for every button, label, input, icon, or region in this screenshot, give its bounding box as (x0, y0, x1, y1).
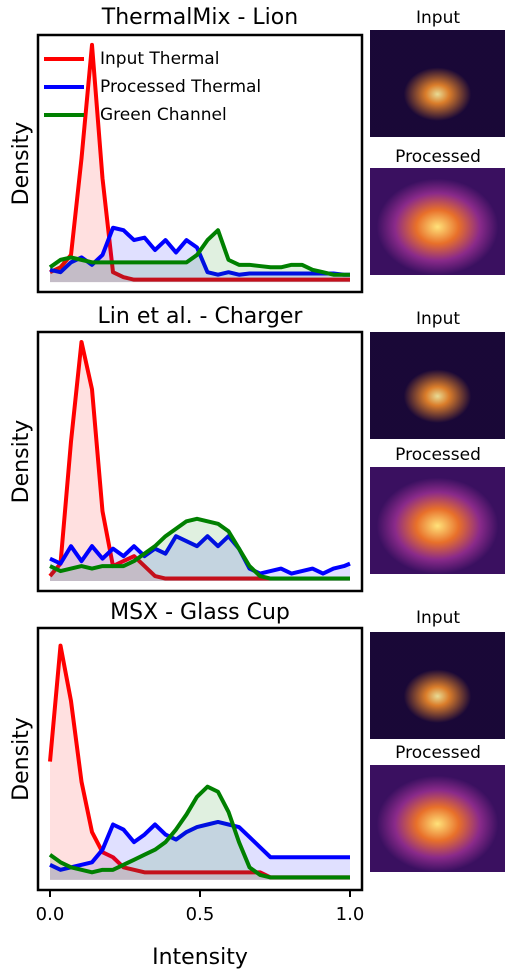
x-axis-label: Intensity (152, 945, 248, 970)
input-image-hot (370, 632, 505, 739)
image-label: Input (416, 8, 460, 28)
input-image-hot (370, 332, 505, 439)
image-label: Processed (395, 743, 481, 763)
processed-image (370, 168, 505, 275)
density-line (49, 534, 351, 576)
processed-image (370, 467, 505, 574)
image-label: Processed (395, 147, 481, 167)
chart-title: Lin et al. - Charger (98, 304, 304, 329)
legend-label: Input Thermal (100, 49, 219, 69)
density-line (48, 784, 350, 880)
processed-image (370, 765, 505, 872)
legend-label: Processed Thermal (100, 77, 261, 97)
density-line (48, 228, 350, 277)
axes-frame (36, 330, 364, 593)
y-axis-label: Density (9, 420, 34, 504)
image-label: Input (416, 309, 460, 329)
x-tick-label: 0.0 (36, 904, 65, 925)
density-line (49, 819, 350, 872)
area-fill (50, 536, 350, 582)
chart-title: ThermalMix - Lion (101, 5, 298, 30)
density-line (49, 225, 350, 277)
area-fill (50, 786, 350, 880)
subplot: ThermalMix - Lion Density Input Thermal Pro… (9, 5, 505, 294)
x-tick-label: 1.0 (336, 904, 365, 925)
input-image-hot (370, 30, 505, 137)
area-fill (50, 645, 350, 880)
y-axis-label: Density (9, 122, 34, 206)
axes-frame (36, 33, 364, 294)
image-label: Input (416, 608, 460, 628)
subplot: MSX - Glass Cup Density 0.0 0.5 1.0 Intensity… (9, 600, 505, 970)
chart-title: MSX - Glass Cup (110, 600, 290, 625)
image-label: Processed (395, 445, 481, 465)
subplot: Lin et al. - Charger Density Input Processe… (9, 304, 505, 593)
x-tick-label: 0.5 (186, 904, 215, 925)
legend-label: Green Channel (100, 105, 227, 125)
density-line (49, 516, 350, 581)
density-line (49, 42, 350, 282)
y-axis-label: Density (9, 717, 34, 801)
